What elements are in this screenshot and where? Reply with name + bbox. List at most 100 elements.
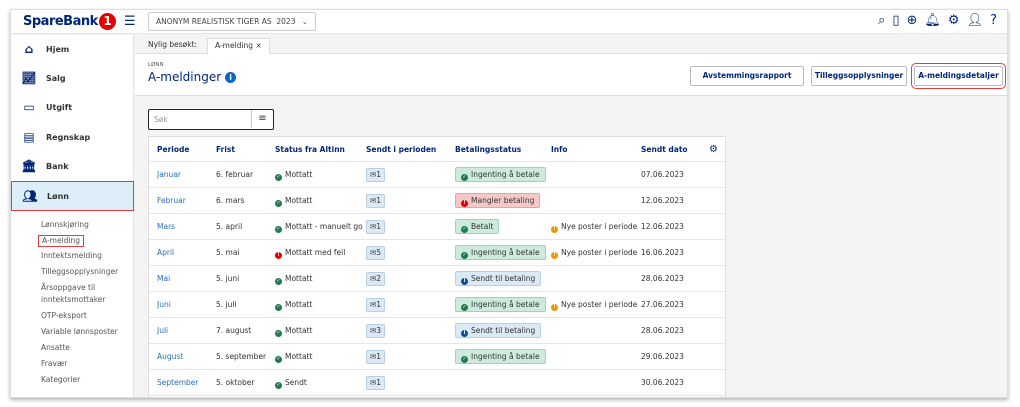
subnav-arsoppgave-cont[interactable]: inntektsmottaker: [41, 295, 106, 304]
bank-icon: 🏛︎: [21, 159, 37, 173]
user-icon[interactable]: 👤︎: [966, 13, 984, 28]
payment-status-text: Mangler betaling: [471, 196, 535, 205]
a-meldingsdetaljer-button[interactable]: A-meldingsdetaljer: [911, 63, 1006, 89]
payment-status: ! Mangler betaling: [455, 188, 541, 213]
sent-count[interactable]: ✉3: [366, 318, 386, 343]
deadline: 5. juni: [216, 274, 240, 283]
subnav-otp-eksport[interactable]: OTP-eksport: [41, 311, 87, 320]
deadline: 5. april: [216, 222, 243, 231]
subnav-arsoppgave[interactable]: Årsoppgave til: [41, 283, 96, 292]
sent-count[interactable]: ✉1: [366, 188, 386, 213]
subnav-kategorier[interactable]: Kategorier: [41, 375, 81, 384]
page-header: LØNN A-meldinger i Avstemmingsrapport Til…: [135, 54, 1007, 96]
menu-icon[interactable]: ☰: [124, 14, 136, 29]
table-row[interactable]: Januar 6. februar ✓ Mottatt ✉1 ✓ Ingenting …: [149, 162, 725, 188]
payment-status-text: Ingenting å betale: [471, 170, 540, 179]
gear-icon[interactable]: ⚙: [709, 144, 718, 155]
subnav-lonnskjoring[interactable]: Lønnskjøring: [41, 220, 89, 229]
envelope-icon: ✉: [370, 248, 377, 257]
company-name: ANONYM REALISTISK TIGER AS: [156, 17, 272, 26]
status-text: Mottatt: [285, 352, 313, 361]
table-row[interactable]: September 5. oktober ✓ Sendt ✉1 30.06.2023: [149, 370, 725, 396]
sidebar-item-label: Regnskap: [46, 132, 91, 142]
col-sendt-dato[interactable]: Sendt dato: [641, 145, 688, 154]
col-betalingsstatus[interactable]: Betalingsstatus: [455, 145, 522, 154]
warning-icon: !: [551, 304, 558, 311]
building-icon[interactable]: ▯: [892, 13, 900, 28]
period-link[interactable]: April: [157, 248, 175, 257]
subnav-variable-lonnsposter[interactable]: Variable lønnsposter: [41, 327, 118, 336]
table-row[interactable]: Juli 7. august ✓ Mottatt ✉3 i Sendt til bet…: [149, 318, 725, 344]
altinn-status: ✓ Mottatt: [275, 318, 363, 343]
table-row[interactable]: Februar 6. mars ✓ Mottatt ✉1! Mangler beta…: [149, 188, 725, 214]
info-icon[interactable]: i: [225, 72, 237, 83]
period-link[interactable]: Juni: [157, 300, 171, 309]
subnav-ansatte[interactable]: Ansatte: [41, 343, 70, 352]
sidebar-item-bank[interactable]: 🏛︎ Bank: [11, 152, 134, 180]
col-sendt[interactable]: Sendt i perioden: [366, 145, 437, 154]
table-row[interactable]: Mai 5. juni ✓ Mottatt ✉2 i Sendt til betali…: [149, 266, 725, 292]
period-link[interactable]: August: [157, 352, 184, 361]
payment-status-icon: ✓: [461, 174, 468, 181]
table-header: Periode Frist Status fra Altinn Sendt i …: [149, 137, 725, 162]
table-row[interactable]: April 5. mai ! Mottatt med feil ✉5 ✓ Ingent…: [149, 240, 725, 266]
subnav-tilleggsopplysninger[interactable]: Tilleggsopplysninger: [41, 267, 119, 276]
col-periode[interactable]: Periode: [157, 145, 190, 154]
warning-icon: !: [551, 226, 558, 233]
period-link[interactable]: Februar: [157, 196, 186, 205]
bell-icon[interactable]: 🔔︎: [924, 13, 941, 28]
period-link[interactable]: Juli: [157, 326, 169, 335]
table-row[interactable]: August 5. september ✓ Mottatt ✉1 ✓ Ingentin…: [149, 344, 725, 370]
envelope-icon: ✉: [370, 222, 377, 231]
subnav-fravaer[interactable]: Fravær: [41, 359, 68, 368]
status-text: Mottatt - manuelt godkjent: [285, 222, 363, 231]
payment-status-text: Sendt til betaling: [471, 274, 536, 283]
a-melding-table: Periode Frist Status fra Altinn Sendt i …: [148, 136, 726, 397]
sent-count[interactable]: ✉5: [366, 240, 386, 265]
search-input[interactable]: Søk ≡: [148, 109, 274, 130]
breadcrumb[interactable]: LØNN: [148, 62, 164, 68]
gear-icon[interactable]: ⚙: [947, 13, 960, 28]
sent-count[interactable]: ✉1: [366, 344, 386, 369]
period-link[interactable]: Mars: [157, 222, 176, 231]
sidebar-item-lonn[interactable]: 👥︎ Lønn: [11, 181, 134, 211]
period-link[interactable]: Januar: [157, 170, 181, 179]
add-icon[interactable]: ⊕: [906, 13, 918, 28]
sent-count[interactable]: ✉1: [366, 162, 386, 187]
sent-count[interactable]: ✉1: [366, 370, 386, 395]
table-row[interactable]: Mars 5. april ✓ Mottatt - manuelt godkjen…: [149, 214, 725, 240]
close-icon[interactable]: ×: [255, 41, 262, 50]
tab-a-melding[interactable]: A-melding ×: [207, 38, 270, 54]
payment-status: ✓ Ingenting å betale: [455, 162, 546, 187]
avstemmingsrapport-button[interactable]: Avstemmingsrapport: [690, 66, 804, 86]
sent-count[interactable]: ✉1: [366, 292, 386, 317]
sent-count[interactable]: ✉2: [366, 266, 386, 291]
col-status[interactable]: Status fra Altinn: [275, 145, 345, 154]
filter-icon[interactable]: ≡: [251, 110, 273, 128]
company-selector[interactable]: ANONYM REALISTISK TIGER AS 2023 ⌄: [148, 12, 316, 31]
sidebar-item-utgift[interactable]: ▭ Utgift: [11, 93, 134, 121]
envelope-icon: ✉: [370, 352, 377, 361]
period-link[interactable]: Mai: [157, 274, 171, 283]
altinn-status: ✓ Sendt: [275, 370, 363, 395]
sent-count-value: 1: [376, 352, 382, 361]
sent-count[interactable]: ✉1: [366, 214, 386, 239]
sent-date: 16.06.2023: [641, 248, 684, 257]
sidebar-item-hjem[interactable]: ⌂ Hjem: [11, 35, 134, 63]
subnav-inntektsmelding[interactable]: Inntektsmelding: [41, 251, 102, 260]
logo[interactable]: SpareBank 1: [23, 13, 116, 30]
col-frist[interactable]: Frist: [216, 145, 235, 154]
col-info[interactable]: Info: [551, 145, 568, 154]
tilleggsopplysninger-button[interactable]: Tilleggsopplysninger: [811, 66, 907, 86]
sidebar-item-label: Bank: [46, 161, 69, 171]
payment-status-icon: ✓: [461, 226, 468, 233]
help-icon[interactable]: ?: [990, 13, 997, 28]
payment-status-icon: i: [461, 330, 468, 337]
search-icon[interactable]: ⌕: [878, 13, 886, 28]
sidebar-item-salg[interactable]: 📈︎ Salg: [11, 64, 134, 92]
subnav-a-melding[interactable]: A-melding: [38, 235, 85, 247]
sidebar-item-regnskap[interactable]: ▤ Regnskap: [11, 123, 134, 151]
period-link[interactable]: September: [157, 378, 199, 387]
info-note: ! Nye poster i perioden: [551, 240, 637, 265]
table-row[interactable]: Juni 5. juli ✓ Mottatt ✉1 ✓ Ingenting å bet…: [149, 292, 725, 318]
